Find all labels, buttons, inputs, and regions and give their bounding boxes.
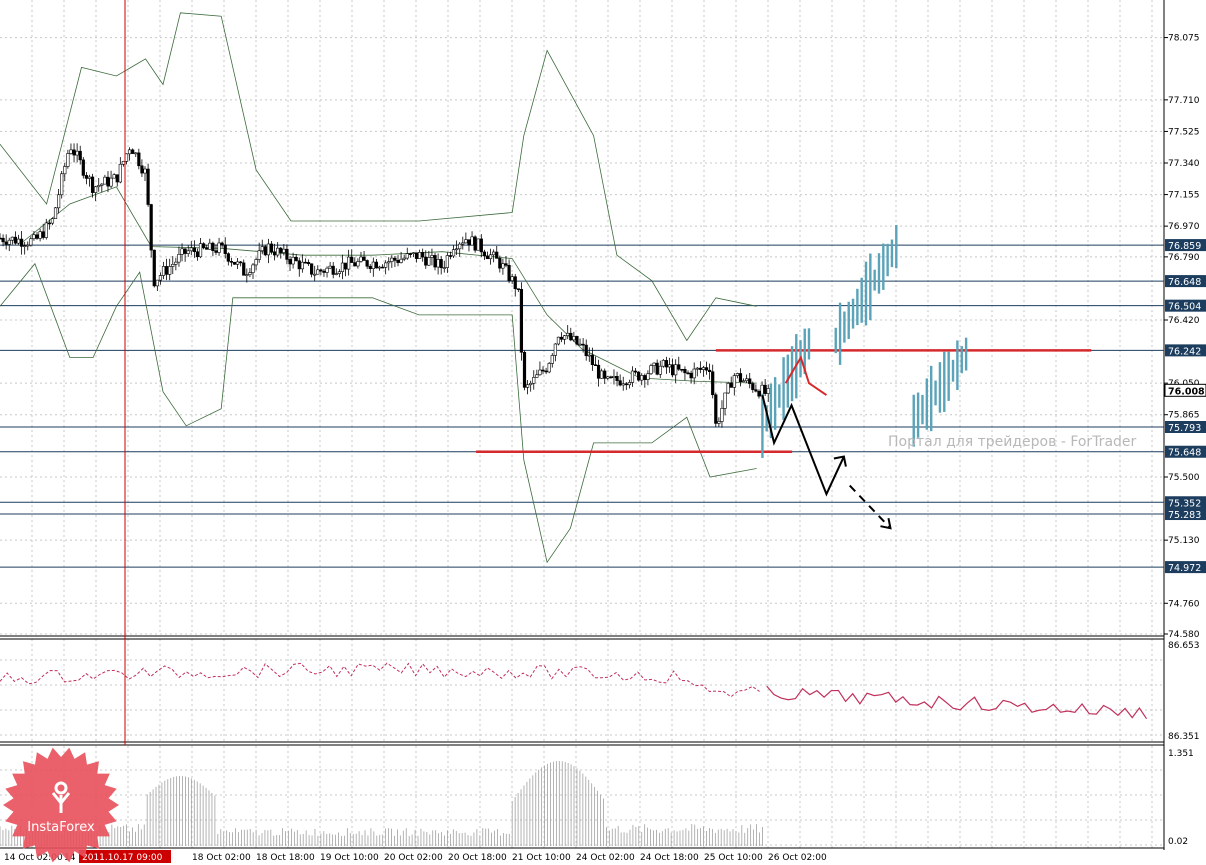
price-tick-label: 77.155 <box>1168 191 1200 201</box>
forecast-arrowhead <box>833 455 847 467</box>
level-label-bg <box>1165 496 1206 509</box>
current-price-bg <box>1164 383 1206 397</box>
time-axis-label: 21 Oct 10:00 <box>512 853 571 863</box>
tree-icon <box>51 781 71 813</box>
level-label: 75.648 <box>1168 448 1201 459</box>
teal-cluster <box>912 337 968 447</box>
watermark: Портал для трейдеров - ForTrader <box>888 434 1137 450</box>
level-label: 76.859 <box>1168 241 1201 252</box>
band-upper <box>0 12 757 342</box>
time-axis-label: 26 Oct 02:00 <box>768 853 827 863</box>
time-axis-label: 18 Oct 18:00 <box>256 853 315 863</box>
price-tick-label: 76.420 <box>1168 316 1200 326</box>
band-lower <box>0 262 757 564</box>
level-label-bg <box>1165 445 1206 458</box>
level-label: 75.352 <box>1168 498 1201 509</box>
level-label: 75.793 <box>1168 423 1201 434</box>
logo-text: InstaForex <box>27 820 95 835</box>
price-tick-label: 75.130 <box>1168 536 1200 546</box>
price-tick-label: 77.340 <box>1168 159 1200 169</box>
forecast-dashed <box>848 484 892 529</box>
time-axis-label: 24 Oct 18:00 <box>640 853 699 863</box>
level-label-bg <box>1165 299 1206 312</box>
time-axis-label: 20 Oct 02:00 <box>384 853 443 863</box>
grid <box>0 0 1164 848</box>
oscillator-min-label: 86.351 <box>1168 732 1200 742</box>
forecast-path <box>761 394 845 497</box>
price-tick-label: 78.075 <box>1168 34 1200 44</box>
price-tick-label: 76.790 <box>1168 253 1200 263</box>
price-tick-label: 74.760 <box>1168 599 1200 609</box>
level-label: 76.648 <box>1168 277 1201 288</box>
cursor-time-bg <box>79 850 171 863</box>
price-tick-label: 77.525 <box>1168 127 1200 137</box>
forecast-dashed-arrowhead <box>880 517 892 530</box>
level-label: 75.283 <box>1168 510 1201 521</box>
forecast-red-path <box>784 355 828 396</box>
logo-badge-icon: InstaForex <box>3 747 119 863</box>
price-tick-label: 76.970 <box>1168 222 1200 232</box>
time-axis-label: 20 Oct 18:00 <box>448 853 507 863</box>
level-label-bg <box>1165 275 1206 288</box>
volume-max-label: 1.351 <box>1168 749 1194 759</box>
oscillator-max-label: 86.653 <box>1168 641 1200 651</box>
level-label: 76.242 <box>1168 346 1201 357</box>
level-label-bg <box>1165 344 1206 357</box>
oscillator-line-forecast <box>766 685 1148 720</box>
level-label-bg <box>1165 239 1206 252</box>
price-tick-label: 77.710 <box>1168 96 1200 106</box>
instaforex-logo: InstaForex <box>0 745 122 865</box>
volume-bars <box>0 761 763 846</box>
level-label-bg <box>1165 561 1206 574</box>
price-tick-label: 75.865 <box>1168 411 1200 421</box>
candles <box>0 143 770 428</box>
time-axis-label: 24 Oct 02:00 <box>576 853 635 863</box>
volume-min-label: 0.02 <box>1168 837 1188 847</box>
level-label-bg <box>1165 508 1206 521</box>
cursor-time-label: 2011.10.17 09:00 <box>82 853 163 863</box>
time-axis-label: 25 Oct 10:00 <box>704 853 763 863</box>
price-tick-label: 75.500 <box>1168 473 1200 483</box>
level-label: 76.504 <box>1168 302 1201 313</box>
time-axis-label: 18 Oct 02:00 <box>192 853 251 863</box>
level-label-bg <box>1165 420 1206 433</box>
level-label: 74.972 <box>1168 563 1201 574</box>
price-tick-label: 74.580 <box>1168 630 1200 640</box>
time-axis-label: 14 Oct 02:00 <box>4 853 63 863</box>
current-price-label: 76.008 <box>1168 386 1205 397</box>
time-axis-label: 19 Oct 10:00 <box>320 853 379 863</box>
oscillator-line-history <box>0 662 760 698</box>
teal-cluster <box>834 224 898 365</box>
